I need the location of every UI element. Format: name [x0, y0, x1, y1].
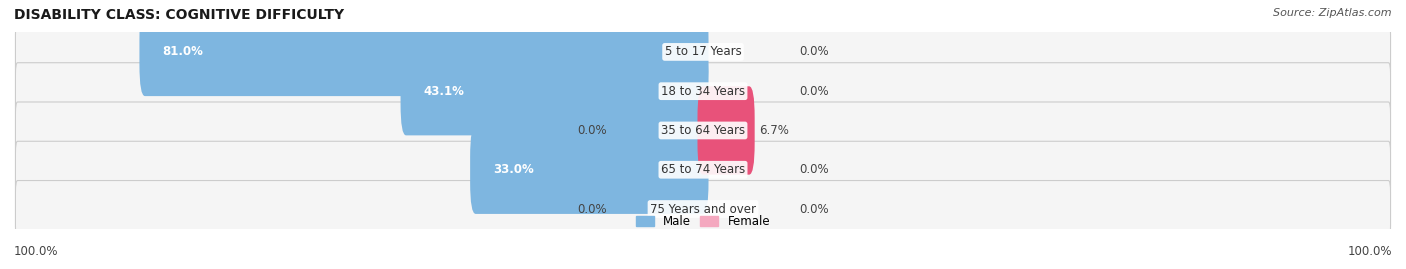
Text: 6.7%: 6.7% — [759, 124, 789, 137]
Text: 0.0%: 0.0% — [576, 203, 606, 215]
Text: DISABILITY CLASS: COGNITIVE DIFFICULTY: DISABILITY CLASS: COGNITIVE DIFFICULTY — [14, 8, 344, 22]
Text: 100.0%: 100.0% — [14, 245, 59, 258]
FancyBboxPatch shape — [15, 63, 1391, 120]
Text: 75 Years and over: 75 Years and over — [650, 203, 756, 215]
Legend: Male, Female: Male, Female — [631, 210, 775, 233]
Text: 35 to 64 Years: 35 to 64 Years — [661, 124, 745, 137]
Text: 0.0%: 0.0% — [800, 203, 830, 215]
Text: 0.0%: 0.0% — [800, 45, 830, 58]
FancyBboxPatch shape — [401, 47, 709, 135]
FancyBboxPatch shape — [470, 126, 709, 214]
Text: 5 to 17 Years: 5 to 17 Years — [665, 45, 741, 58]
Text: 0.0%: 0.0% — [576, 124, 606, 137]
FancyBboxPatch shape — [15, 102, 1391, 159]
Text: 0.0%: 0.0% — [800, 163, 830, 176]
FancyBboxPatch shape — [697, 86, 755, 175]
FancyBboxPatch shape — [15, 23, 1391, 80]
Text: 81.0%: 81.0% — [162, 45, 202, 58]
Text: 0.0%: 0.0% — [800, 85, 830, 98]
Text: 65 to 74 Years: 65 to 74 Years — [661, 163, 745, 176]
FancyBboxPatch shape — [139, 8, 709, 96]
FancyBboxPatch shape — [15, 141, 1391, 198]
Text: 100.0%: 100.0% — [1347, 245, 1392, 258]
FancyBboxPatch shape — [15, 180, 1391, 238]
Text: Source: ZipAtlas.com: Source: ZipAtlas.com — [1274, 8, 1392, 18]
Text: 43.1%: 43.1% — [423, 85, 464, 98]
Text: 18 to 34 Years: 18 to 34 Years — [661, 85, 745, 98]
Text: 33.0%: 33.0% — [494, 163, 534, 176]
